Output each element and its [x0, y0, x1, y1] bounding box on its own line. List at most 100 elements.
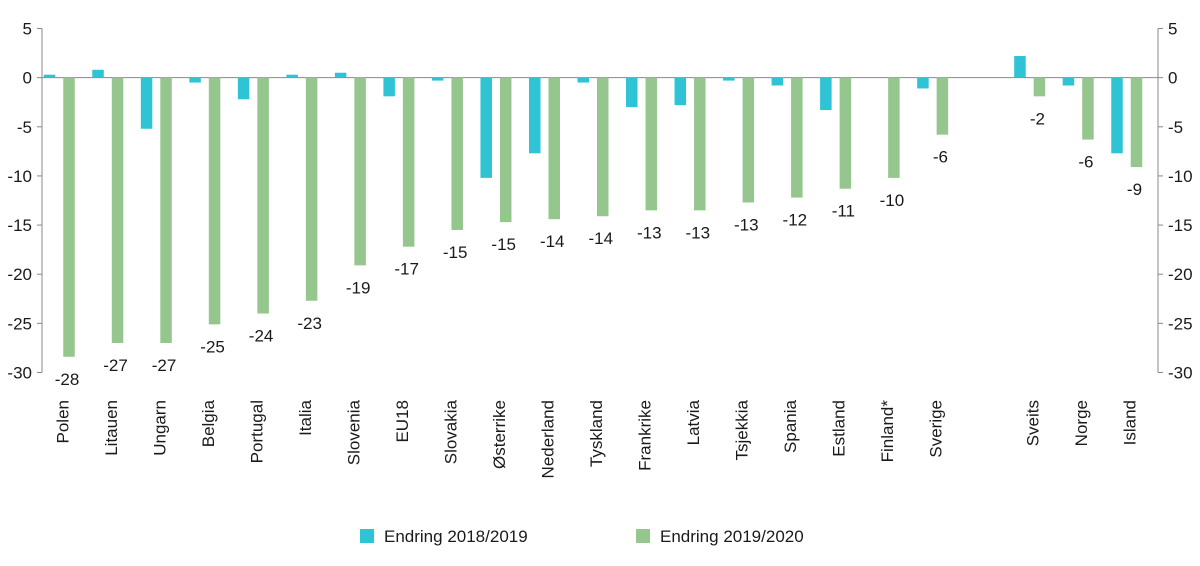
- data-label-2019-2020: -23: [297, 314, 322, 333]
- bar-2018-2019: [1111, 77, 1123, 154]
- bar-2018-2019: [431, 77, 444, 81]
- bar-2019-2020: [160, 77, 172, 344]
- category-label: Finland*: [878, 400, 897, 463]
- category-label: Portugal: [247, 400, 266, 463]
- y-tick-label-left: -15: [7, 216, 32, 235]
- data-label-2019-2020: -24: [249, 327, 274, 346]
- data-label-2019-2020: -9: [1127, 180, 1142, 199]
- category-label: Latvia: [684, 399, 703, 445]
- bar-2018-2019: [334, 72, 347, 78]
- bar-2018-2019: [383, 77, 395, 97]
- bar-2018-2019: [528, 77, 541, 154]
- bar-2019-2020: [548, 77, 560, 220]
- bar-2018-2019: [43, 74, 56, 78]
- category-label: Sveits: [1024, 400, 1043, 446]
- bar-2018-2019: [723, 77, 735, 81]
- bar-2018-2019: [674, 77, 687, 106]
- bar-2019-2020: [694, 77, 706, 211]
- bar-2018-2019: [286, 74, 298, 78]
- category-label: Østerrike: [490, 400, 509, 469]
- y-tick-label-left: 5: [23, 20, 32, 39]
- y-tick-label-right: -25: [1168, 314, 1193, 333]
- category-label: Frankrike: [636, 400, 655, 471]
- bar-2018-2019: [1014, 56, 1026, 78]
- bar-2019-2020: [936, 77, 949, 135]
- legend-swatch-2019-2020: [636, 529, 650, 543]
- bar-2018-2019: [626, 77, 638, 108]
- data-label-2019-2020: -12: [783, 211, 808, 230]
- bar-2018-2019: [140, 77, 153, 129]
- legend: Endring 2018/2019 Endring 2019/2020: [360, 527, 804, 546]
- bar-2018-2019: [917, 77, 929, 89]
- category-label: Tsjekkia: [733, 399, 752, 460]
- bars: [43, 56, 1143, 357]
- y-tick-label-left: -25: [7, 314, 32, 333]
- category-label: Litauen: [102, 400, 121, 456]
- data-label-2019-2020: -6: [933, 148, 948, 167]
- data-label-2019-2020: -19: [346, 278, 371, 297]
- data-label-2019-2020: -13: [686, 223, 711, 242]
- bar-2019-2020: [888, 77, 900, 178]
- bar-2018-2019: [820, 77, 832, 111]
- data-label-2019-2020: -27: [103, 356, 128, 375]
- bar-2019-2020: [1130, 77, 1143, 168]
- legend-label-2018-2019: Endring 2018/2019: [384, 527, 528, 546]
- category-label: Nederland: [538, 400, 557, 478]
- bar-2019-2020: [354, 77, 366, 266]
- data-label-2019-2020: -2: [1030, 109, 1045, 128]
- y-tick-label-right: -30: [1168, 364, 1193, 383]
- bar-2018-2019: [189, 77, 201, 83]
- y-tick-label-right: 0: [1168, 69, 1177, 88]
- y-tick-label-left: 0: [23, 69, 32, 88]
- data-label-2019-2020: -15: [491, 235, 516, 254]
- y-tick-label-left: -10: [7, 167, 32, 186]
- legend-label-2019-2020: Endring 2019/2020: [660, 527, 804, 546]
- bar-2019-2020: [645, 77, 658, 211]
- bar-2019-2020: [63, 77, 75, 357]
- bar-2019-2020: [839, 77, 852, 189]
- category-label: Slovakia: [441, 399, 460, 464]
- bar-2019-2020: [111, 77, 124, 344]
- category-label: EU18: [393, 400, 412, 443]
- category-label: Norge: [1072, 400, 1091, 446]
- category-label: Tyskland: [587, 400, 606, 467]
- category-label: Slovenia: [344, 399, 363, 465]
- data-label-2019-2020: -25: [200, 337, 225, 356]
- bar-2019-2020: [1033, 77, 1046, 97]
- data-label-2019-2020: -28: [55, 370, 80, 389]
- bar-2019-2020: [305, 77, 318, 301]
- bar-2018-2019: [92, 69, 104, 78]
- data-label-2019-2020: -13: [637, 223, 662, 242]
- category-label: Italia: [296, 399, 315, 435]
- bar-2018-2019: [771, 77, 784, 86]
- data-label-2019-2020: -15: [443, 243, 468, 262]
- category-label: Estland: [830, 400, 849, 457]
- data-label-2019-2020: -14: [540, 232, 565, 251]
- y-tick-label-left: -20: [7, 265, 32, 284]
- bar-2018-2019: [480, 77, 492, 178]
- bar-2019-2020: [499, 77, 512, 223]
- bar-2019-2020: [742, 77, 755, 203]
- bar-2019-2020: [597, 77, 609, 217]
- legend-swatch-2018-2019: [360, 529, 374, 543]
- data-label-2019-2020: -14: [588, 229, 613, 248]
- y-tick-label-right: -15: [1168, 216, 1193, 235]
- bar-2019-2020: [1082, 77, 1094, 140]
- bar-2018-2019: [237, 77, 250, 100]
- category-label: Polen: [53, 400, 72, 443]
- y-tick-label-left: -30: [7, 364, 32, 383]
- y-tick-label-right: 5: [1168, 20, 1177, 39]
- category-label: Spania: [781, 399, 800, 452]
- data-label-2019-2020: -27: [152, 356, 177, 375]
- data-label-2019-2020: -13: [734, 215, 759, 234]
- labels: -28 Polen -27 Litauen -27 Ungarn -25 Belgia -24 P…: [53, 109, 1142, 478]
- data-label-2019-2020: -10: [880, 191, 905, 210]
- bar-2019-2020: [257, 77, 269, 314]
- bar-2019-2020: [791, 77, 803, 198]
- y-tick-label-right: -20: [1168, 265, 1193, 284]
- y-tick-label-right: -5: [1168, 118, 1183, 137]
- axes: 5 5 0 0 -5 -5 -10 -10 -15 -15 -20 -20 -25 -25 -30 -30: [7, 20, 1192, 383]
- category-label: Belgia: [199, 399, 218, 447]
- category-label: Sverige: [927, 400, 946, 458]
